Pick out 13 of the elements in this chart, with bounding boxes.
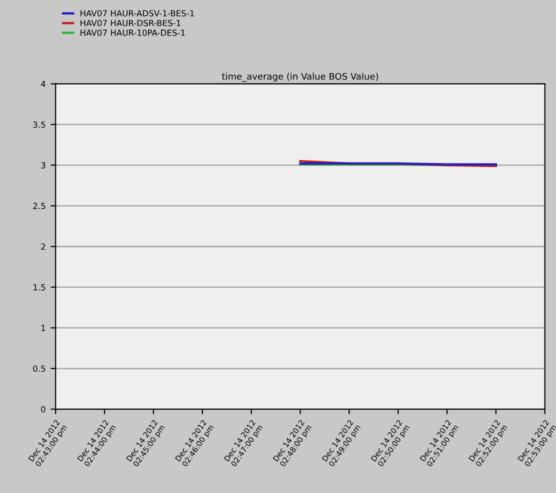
chart-title: time_average (in Value BOS Value) [222, 72, 378, 82]
legend-label: HAV07 HAUR-ADSV-1-BES-1 [80, 10, 194, 16]
y-tick-label: 1 [41, 324, 46, 332]
y-tick-label: 0 [41, 406, 46, 412]
y-tick-label: 4 [40, 80, 46, 87]
y-tick-label: 3 [41, 162, 46, 168]
y-tick-label: 3.5 [33, 121, 46, 128]
y-tick-label: 0.5 [33, 366, 46, 372]
y-tick-label: 2.5 [33, 202, 46, 210]
legend-label: HAV07 HAUR-10PA-DES-1 [80, 30, 185, 36]
y-tick-label: 2 [41, 243, 46, 250]
y-tick-label: 1.5 [34, 284, 46, 290]
legend-label: HAV07 HAUR-DSR-BES-1 [80, 20, 180, 26]
